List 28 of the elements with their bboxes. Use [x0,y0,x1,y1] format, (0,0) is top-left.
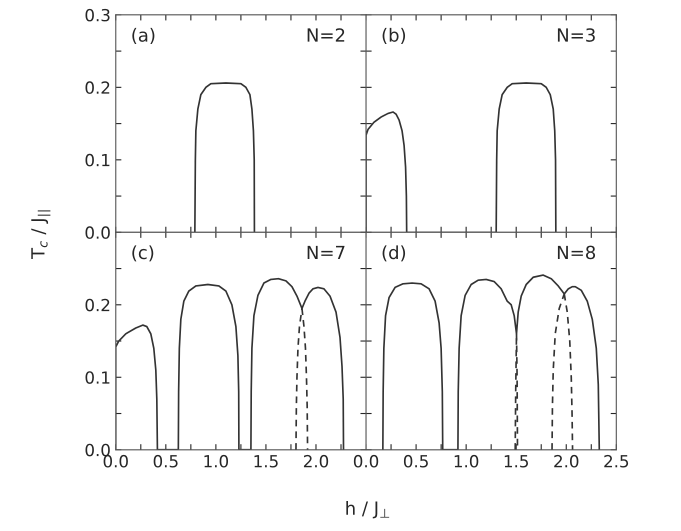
annotation: (a) [132,28,154,44]
x-tick-label: 2.0 [554,454,578,468]
annotation: N=7 [308,246,344,260]
x-tick-label: 1.5 [254,455,278,468]
y-tick-label: 0.0 [86,444,110,456]
y-tick-label: 0.3 [86,8,110,22]
x-tick-label: 0.0 [104,454,128,468]
x-tick-label: 1.0 [454,454,478,468]
annotation: (c) [132,245,154,262]
y-tick-label: 0.1 [86,371,110,384]
annotation: N=2 [308,28,344,42]
y-axis-title: T$_{c}$ / J$_{||}$ [31,210,50,260]
y-tick-label: 0.2 [86,81,110,94]
x-tick-label: 2.0 [304,454,328,468]
annotation: N=3 [558,28,595,42]
y-tick-label: 0.0 [86,226,110,239]
annotation: (b) [382,28,406,44]
annotation: (d) [382,245,406,262]
x-tick-label: 2.5 [604,454,628,468]
x-tick-label: 0.5 [404,454,428,468]
x-axis-title: h / J$_{⊥}$ [346,501,390,518]
x-tick-label: 1.0 [204,454,228,468]
annotation: N=8 [558,246,596,260]
y-tick-label: 0.2 [86,298,110,312]
y-tick-label: 0.1 [86,154,110,166]
x-tick-label: 1.5 [504,455,528,468]
x-tick-label: 0.0 [354,454,378,468]
x-tick-label: 0.5 [154,454,178,468]
